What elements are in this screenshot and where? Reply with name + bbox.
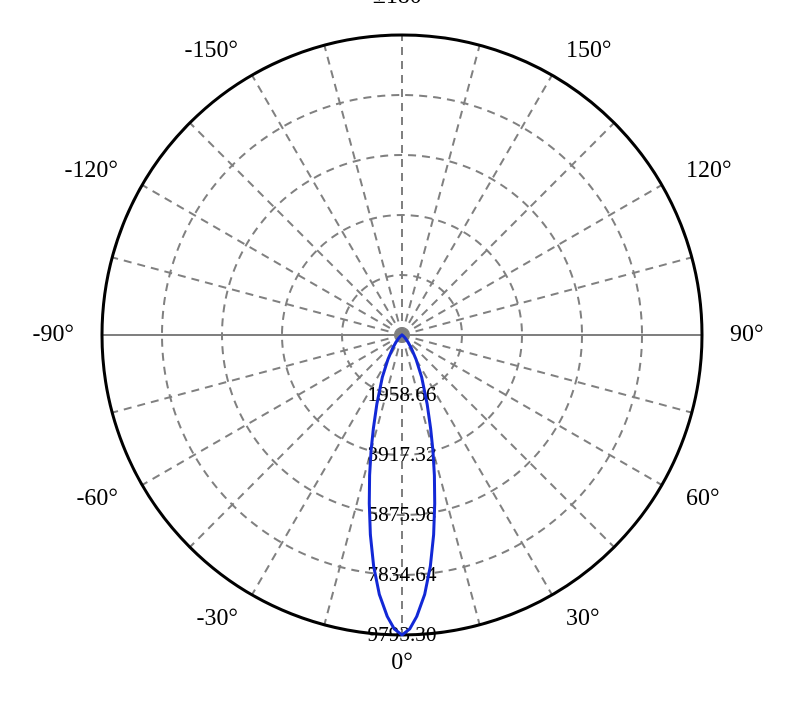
angle-tick-label: -30° — [197, 605, 238, 631]
angle-tick-label: 0° — [391, 649, 413, 675]
angle-tick-label: ±180° — [373, 0, 432, 9]
angle-tick-label: -60° — [76, 485, 117, 511]
angle-tick-label: -90° — [33, 321, 74, 347]
angle-tick-label: -120° — [64, 157, 117, 183]
angle-tick-label: 150° — [566, 37, 611, 63]
angle-tick-label: 60° — [686, 485, 720, 511]
angle-tick-label: 120° — [686, 157, 731, 183]
angle-tick-label: 90° — [730, 321, 764, 347]
angle-tick-label: -150° — [185, 37, 238, 63]
polar-intensity-chart: 0° 30° 60° 90° 120° 150° ±180° -150° -120° -90° -6… — [0, 0, 804, 706]
angle-tick-label: 30° — [566, 605, 600, 631]
radial-tick-label: 3917.32 — [367, 442, 436, 466]
radial-tick-label: 5875.98 — [367, 502, 436, 526]
